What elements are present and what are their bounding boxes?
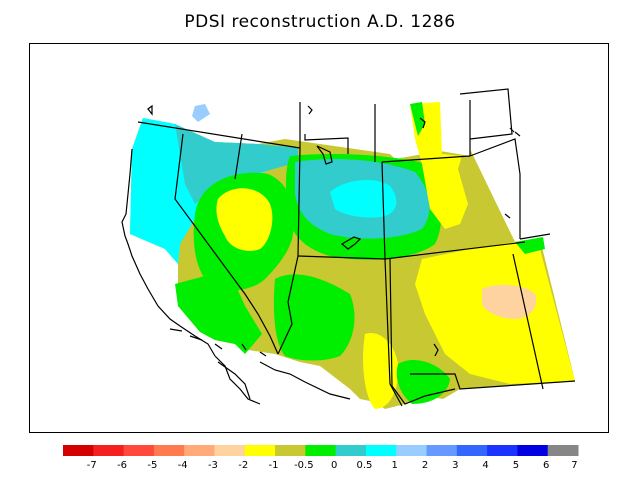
colorbar-tick-label: 7 <box>571 460 577 471</box>
colorbar-swatch <box>426 445 458 456</box>
pdsi-map <box>121 88 576 409</box>
colorbar-tick-label: -5 <box>147 460 157 471</box>
colorbar-swatch <box>244 445 276 456</box>
lakes-and-islands <box>147 104 521 357</box>
map-title: PDSI reconstruction A.D. 1286 <box>184 12 456 32</box>
colorbar-swatch <box>517 445 549 456</box>
colorbar: -7 -6 -5 -4 -3 -2 -1 -0.5 0 0.5 1 2 3 4 5 6 7 <box>63 445 579 471</box>
colorbar-swatch <box>547 445 579 456</box>
region-peach-southeast <box>482 284 537 319</box>
colorbar-swatch <box>63 445 94 456</box>
colorbar-tick-label: -4 <box>178 460 188 471</box>
region-lightblue-idaho <box>192 104 210 122</box>
colorbar-swatch <box>396 445 428 456</box>
colorbar-tick-label: 1 <box>392 460 398 471</box>
colorbar-swatch <box>153 445 185 456</box>
colorbar-tick-label: -3 <box>208 460 218 471</box>
state-boundaries <box>137 88 576 407</box>
region-yellow-south <box>363 333 399 409</box>
colorbar-tick-label: -1 <box>269 460 279 471</box>
colorbar-tick-label: 2 <box>422 460 428 471</box>
colorbar-swatch <box>487 445 518 456</box>
color-legend: -7 -6 -5 -4 -3 -2 -1 -0.5 0 0.5 1 2 3 4 5 6 7 <box>0 440 640 480</box>
region-yellow-northeast <box>410 102 468 229</box>
colorbar-tick-label: 6 <box>543 460 549 471</box>
region-yellow-nevada-core <box>216 188 273 251</box>
colorbar-swatch <box>93 445 125 456</box>
region-green-southwest <box>175 276 262 354</box>
colorbar-tick-label: -0.5 <box>294 460 314 471</box>
colorbar-swatch <box>335 445 367 456</box>
colorbar-tick-label: -7 <box>87 460 97 471</box>
coastline <box>121 148 351 405</box>
colorbar-tick-label: 3 <box>452 460 458 471</box>
colorbar-swatch <box>184 445 215 456</box>
colorbar-tick-label: 5 <box>513 460 519 471</box>
colorbar-swatch <box>456 445 488 456</box>
colorbar-tick-label: 4 <box>482 460 488 471</box>
region-green-northeast <box>410 102 425 136</box>
colorbar-swatch <box>214 445 246 456</box>
region-teal-northwest <box>175 124 298 204</box>
colorbar-swatch <box>275 445 306 456</box>
region-green-arizona <box>273 274 355 361</box>
region-green-southeast-edge <box>515 237 545 254</box>
region-cyan-north <box>330 180 397 218</box>
colorbar-swatch <box>123 445 155 456</box>
colorbar-tick-label: 0.5 <box>356 460 372 471</box>
colorbar-swatch <box>365 445 397 456</box>
map-panel <box>29 43 609 433</box>
colorbar-tick-label: 0 <box>331 460 337 471</box>
colorbar-tick-label: -6 <box>117 460 127 471</box>
colorbar-tick-label: -2 <box>238 460 248 471</box>
colorbar-swatch <box>305 445 337 456</box>
